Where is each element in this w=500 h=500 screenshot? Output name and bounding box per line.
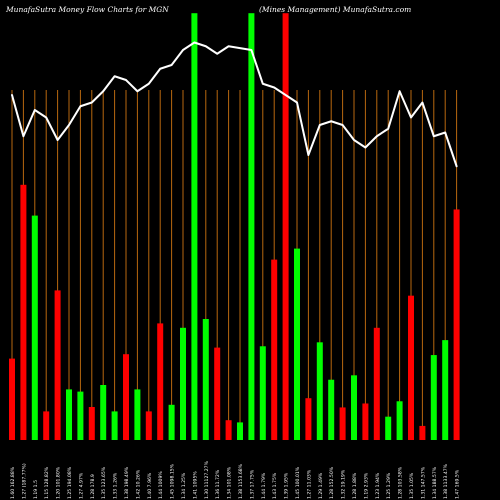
x-tick-label: 1.28 103.58% — [398, 466, 404, 499]
money-flow-bar — [396, 401, 403, 440]
x-tick-label: 1.28 178.9 — [90, 474, 96, 499]
x-tick-label: 1.28 1.88% — [352, 472, 358, 499]
money-flow-bar — [134, 389, 141, 440]
x-tick-label: 1.45 100.01% — [295, 466, 301, 499]
money-flow-bar — [282, 13, 289, 440]
money-flow-bar — [373, 327, 380, 440]
x-tick-label: 1.34 188.57% — [432, 466, 438, 499]
money-flow-bars — [9, 13, 460, 440]
x-tick-label: 1.42 10.26% — [135, 469, 141, 499]
x-tick-label: 1.38 1153.68% — [238, 463, 244, 499]
x-tick-label: 1.47 169.5% — [455, 469, 461, 499]
money-flow-bar — [100, 385, 107, 440]
money-flow-bar — [225, 420, 232, 440]
x-tick-label: 1.27 11.03% — [306, 469, 312, 499]
money-flow-bar — [111, 411, 118, 440]
x-tick-labels: 1.60 162.88% 1.27 (187.77%) 1.19 1.5 1.15 1… — [10, 460, 461, 499]
x-tick-label: 1.23 1.94% — [375, 472, 381, 499]
x-tick-label: 1.15 128.82% — [44, 466, 50, 499]
money-flow-bar — [237, 422, 243, 440]
x-tick-label: 1.60 162.88% — [10, 466, 16, 499]
money-flow-bar — [31, 215, 38, 440]
x-tick-label: 1.25 194.08% — [67, 466, 73, 499]
money-flow-bar — [430, 355, 437, 440]
money-flow-bar — [385, 416, 392, 440]
money-flow-bar — [20, 184, 27, 440]
x-tick-label: 1.44 1.79% — [261, 472, 267, 499]
money-flow-bar — [339, 407, 346, 440]
x-tick-label: 1.19 1.5 — [33, 480, 39, 499]
x-tick-label: 1.28 152.50% — [329, 466, 335, 499]
x-tick-label: 1.45 1098.15% — [170, 463, 176, 499]
x-tick-label: 1.32 19.19% — [341, 469, 347, 499]
money-flow-bar — [77, 391, 84, 440]
money-flow-bar — [328, 379, 335, 440]
x-tick-label: 1.29 1.49% — [318, 472, 324, 499]
x-tick-label: 1.43 1.75% — [272, 472, 278, 499]
x-tick-label: 1.44 1009% — [158, 471, 164, 499]
money-flow-bar — [419, 425, 426, 440]
x-tick-label: 1.25 1.29% — [386, 472, 392, 499]
x-tick-label: 1.36 11.72% — [215, 469, 221, 499]
money-flow-bar — [248, 13, 255, 440]
money-flow-bar — [305, 398, 312, 440]
money-flow-bar — [54, 290, 61, 440]
money-flow-bar — [259, 346, 266, 440]
x-tick-label: 1.35 123.65% — [101, 466, 107, 499]
x-tick-label: 1.41 1095% — [192, 471, 198, 499]
money-flow-bar — [145, 411, 152, 440]
money-flow-bar — [180, 327, 186, 440]
money-flow-bar — [214, 347, 221, 440]
x-tick-label: 1.30 11127.27% — [204, 460, 210, 499]
money-flow-bar — [202, 319, 209, 440]
money-flow-bar — [351, 375, 357, 440]
money-flow-bar — [168, 404, 175, 440]
price-line — [11, 41, 458, 168]
x-tick-label: 1.39 1.95% — [284, 472, 290, 499]
money-flow-bar — [362, 403, 369, 440]
money-flow-bar — [316, 342, 323, 440]
x-tick-label: 1.34 101.08% — [227, 466, 233, 499]
money-flow-bar — [271, 259, 278, 440]
x-tick-label: 1.38 1133.47% — [443, 463, 449, 499]
money-flow-bar — [442, 340, 449, 440]
x-tick-label: 1.27 4.97% — [78, 472, 84, 499]
x-tick-label: 1.31 147.57% — [420, 466, 426, 499]
money-flow-bar — [453, 209, 460, 440]
x-tick-label: 1.34 1.25% — [181, 472, 187, 499]
x-tick-label: 1.37 17.75% — [249, 469, 255, 499]
money-flow-bar — [43, 411, 50, 440]
x-tick-label: 1.19 2.93% — [363, 472, 369, 499]
money-flow-bar — [294, 248, 300, 440]
x-tick-label: 1.20 101.80% — [56, 466, 62, 499]
money-flow-bar — [66, 389, 72, 440]
x-tick-label: 1.40 7.96% — [147, 472, 153, 499]
chart-title-source: (Mines Management) MunafaSutra.com — [259, 5, 412, 14]
money-flow-bar — [123, 354, 129, 440]
chart-title: MunafaSutra Money Flow Charts for MGN — [6, 5, 169, 14]
x-tick-label: 1.38 198.49% — [124, 466, 130, 499]
money-flow-bar — [408, 295, 414, 440]
x-tick-label: 1.33 1.26% — [113, 472, 119, 499]
money-flow-bar — [191, 13, 198, 440]
x-tick-label: 1.27 (187.77%) — [21, 463, 27, 499]
money-flow-bar — [157, 323, 164, 440]
x-tick-label: 1.35 1.05% — [409, 472, 415, 499]
money-flow-bar — [88, 407, 95, 440]
money-flow-bar — [9, 358, 15, 440]
